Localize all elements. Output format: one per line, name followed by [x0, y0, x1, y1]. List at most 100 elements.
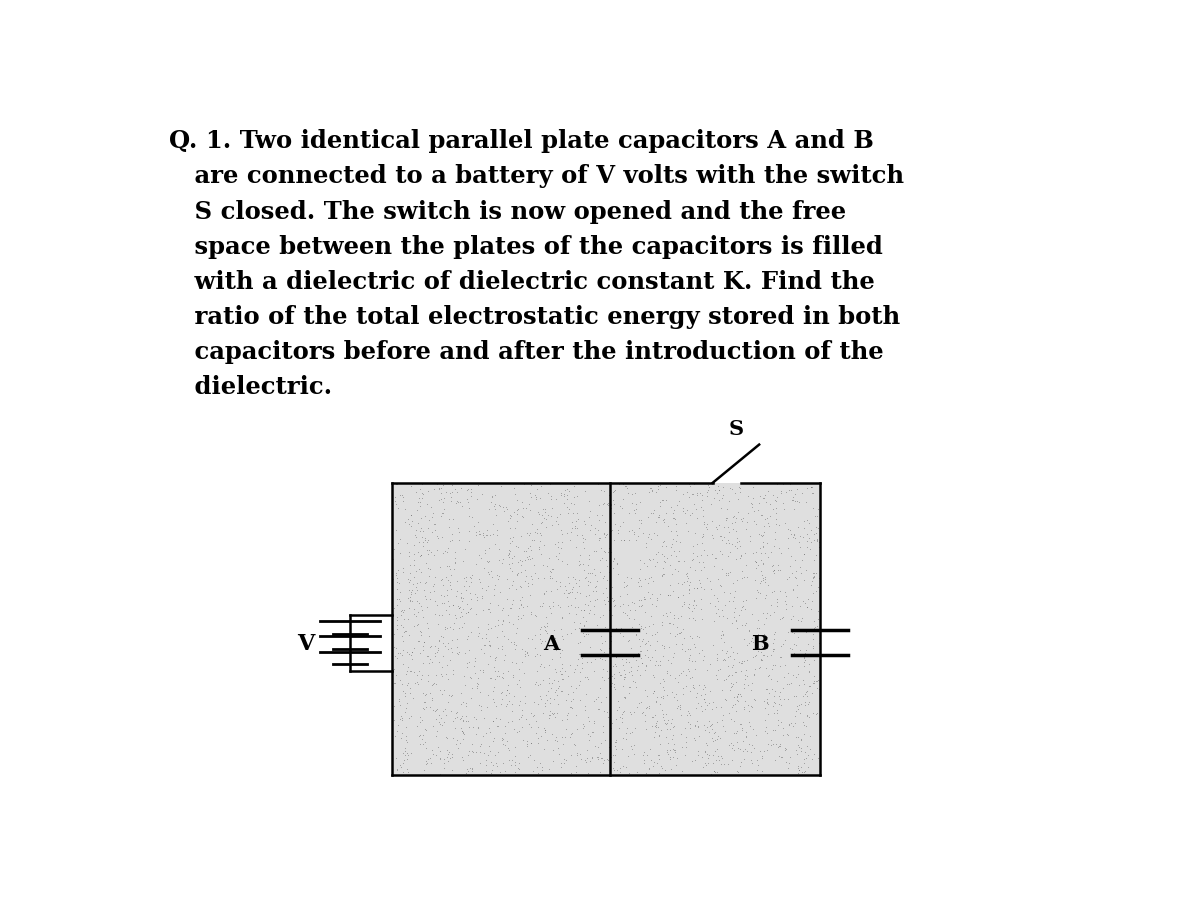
Point — [804, 571, 823, 585]
Point — [809, 683, 828, 697]
Point — [487, 529, 506, 543]
Point — [779, 761, 798, 776]
Point — [546, 665, 565, 679]
Point — [398, 665, 418, 679]
Point — [670, 700, 689, 714]
Point — [424, 719, 443, 733]
Point — [714, 652, 733, 667]
Point — [588, 702, 607, 716]
Point — [751, 646, 770, 660]
Point — [709, 572, 728, 586]
Point — [450, 610, 469, 624]
Point — [758, 578, 778, 593]
Point — [809, 612, 828, 626]
Point — [797, 689, 816, 704]
Point — [461, 691, 480, 705]
Point — [460, 586, 479, 601]
Point — [468, 676, 487, 691]
Point — [430, 634, 449, 649]
Point — [749, 661, 768, 676]
Point — [402, 746, 421, 760]
Point — [767, 737, 786, 751]
Point — [665, 719, 684, 733]
Point — [643, 575, 662, 589]
Point — [398, 537, 418, 551]
Point — [551, 665, 570, 679]
Point — [792, 744, 811, 759]
Point — [727, 541, 746, 556]
Point — [784, 584, 803, 598]
Point — [722, 679, 742, 694]
Point — [497, 500, 516, 514]
Point — [500, 601, 520, 615]
Point — [580, 640, 599, 655]
Point — [404, 641, 424, 656]
Point — [540, 691, 559, 705]
Point — [565, 591, 584, 605]
Point — [467, 679, 486, 694]
Point — [515, 476, 534, 491]
Point — [756, 631, 775, 646]
Point — [601, 679, 620, 694]
Point — [552, 657, 571, 671]
Point — [734, 632, 754, 647]
Point — [610, 648, 629, 662]
Point — [726, 601, 745, 615]
Point — [486, 748, 505, 762]
Point — [466, 607, 485, 621]
Point — [619, 633, 638, 648]
Point — [733, 514, 752, 529]
Point — [708, 648, 727, 662]
Point — [601, 497, 620, 511]
Point — [552, 622, 571, 637]
Point — [390, 576, 409, 591]
Point — [629, 696, 648, 711]
Point — [505, 765, 524, 779]
Point — [522, 551, 541, 566]
Point — [626, 497, 646, 511]
Point — [599, 498, 618, 512]
Point — [746, 561, 766, 575]
Point — [697, 698, 716, 713]
Point — [738, 678, 757, 693]
Point — [655, 555, 674, 569]
Point — [550, 579, 569, 594]
Point — [629, 696, 648, 711]
Point — [743, 739, 762, 753]
Point — [428, 741, 448, 755]
Point — [629, 646, 648, 660]
Point — [678, 662, 697, 676]
Point — [451, 586, 470, 601]
Point — [546, 710, 565, 724]
Point — [472, 551, 491, 566]
Point — [581, 594, 600, 609]
Point — [600, 565, 619, 579]
Point — [661, 715, 680, 730]
Point — [737, 638, 756, 652]
Point — [454, 725, 473, 740]
Point — [442, 747, 461, 761]
Point — [479, 541, 498, 556]
Point — [623, 595, 642, 610]
Point — [732, 565, 751, 579]
Point — [485, 695, 504, 710]
Point — [436, 544, 455, 558]
Point — [587, 584, 606, 599]
Point — [432, 668, 451, 683]
Point — [390, 695, 409, 709]
Point — [577, 655, 596, 669]
Point — [805, 510, 824, 524]
Point — [522, 573, 541, 587]
Point — [654, 713, 673, 728]
Point — [757, 726, 776, 741]
Point — [527, 714, 546, 729]
Point — [713, 488, 732, 502]
Point — [510, 695, 529, 709]
Point — [796, 698, 815, 713]
Point — [708, 522, 727, 537]
Point — [691, 563, 710, 577]
Point — [562, 749, 581, 763]
Point — [516, 712, 535, 726]
Point — [724, 594, 743, 609]
Point — [503, 551, 522, 566]
